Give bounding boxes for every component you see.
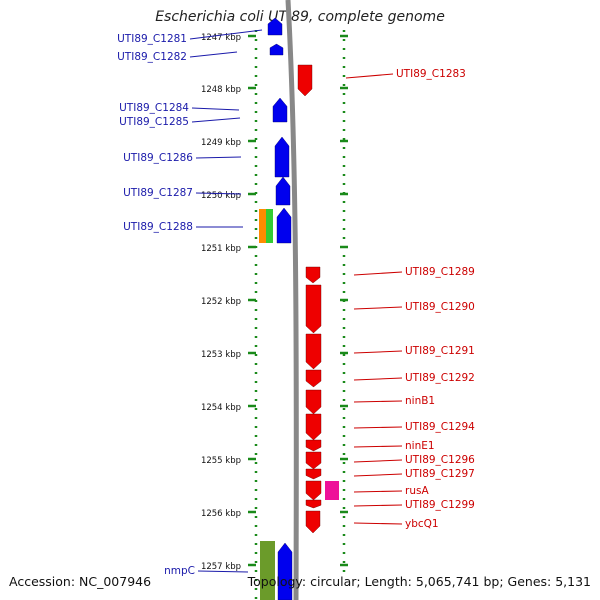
gene-nmpC[interactable]	[277, 542, 293, 600]
label-leader-line	[353, 490, 403, 493]
gene-label-UTI89_C1296[interactable]: UTI89_C1296	[405, 454, 475, 466]
genome-summary-text: Topology: circular; Length: 5,065,741 bp…	[247, 574, 591, 589]
gene-UTI89_C1290[interactable]	[305, 284, 322, 334]
gene-label-UTI89_C1282[interactable]: UTI89_C1282	[117, 51, 187, 63]
tick-label: 1255 kbp	[201, 456, 241, 466]
tick-label: 1257 kbp	[201, 562, 241, 572]
gene-label-nmpC[interactable]: nmpC	[164, 565, 195, 577]
label-leader-line	[345, 73, 394, 79]
map-title: Escherichia coli UTI89, complete genome	[155, 9, 445, 25]
label-leader-line	[353, 522, 403, 525]
label-leader-line	[353, 400, 403, 403]
gene-label-UTI89_C1283[interactable]: UTI89_C1283	[396, 68, 466, 80]
tick-label: 1256 kbp	[201, 509, 241, 519]
gene-UTI89_C1292[interactable]	[305, 369, 322, 388]
gene-UTI89_C1289[interactable]	[305, 266, 321, 284]
gene-label-UTI89_C1291[interactable]: UTI89_C1291	[405, 345, 475, 357]
gene-label-UTI89_C1297[interactable]: UTI89_C1297	[405, 468, 475, 480]
label-leader-line	[353, 426, 403, 429]
gene-UTI89_C1287[interactable]	[275, 176, 291, 206]
gene-label-UTI89_C1294[interactable]: UTI89_C1294	[405, 421, 475, 433]
gene-label-UTI89_C1292[interactable]: UTI89_C1292	[405, 372, 475, 384]
label-leader-line	[195, 192, 242, 195]
gene-UTI89_C1282[interactable]	[269, 43, 284, 56]
gene-label-UTI89_C1287[interactable]: UTI89_C1287	[123, 187, 193, 199]
label-leader-line	[353, 306, 403, 310]
gene-rusA-region[interactable]	[305, 480, 322, 501]
gene-label-UTI89_C1299[interactable]: UTI89_C1299	[405, 499, 475, 511]
gene-label-ninE1[interactable]: ninE1	[405, 440, 435, 452]
label-leader-line	[189, 51, 238, 58]
gene-label-UTI89_C1289[interactable]: UTI89_C1289	[405, 266, 475, 278]
label-leader-line	[197, 570, 249, 573]
gene-UTI89_C1297[interactable]	[305, 468, 322, 480]
gene-label-UTI89_C1290[interactable]: UTI89_C1290	[405, 301, 475, 313]
feature-rusA[interactable]	[325, 481, 339, 500]
tick-label: 1249 kbp	[201, 138, 241, 148]
gene-label-UTI89_C1284[interactable]: UTI89_C1284	[119, 102, 189, 114]
label-leader-line	[353, 271, 403, 276]
gene-UTI89_C1291[interactable]	[305, 333, 322, 370]
label-leader-line	[353, 473, 403, 477]
tick-label: 1250 kbp	[201, 191, 241, 201]
gene-ninB1[interactable]	[305, 389, 322, 415]
gene-label-UTI89_C1286[interactable]: UTI89_C1286	[123, 152, 193, 164]
tick-label: 1253 kbp	[201, 350, 241, 360]
accession-text: Accession: NC_007946	[9, 574, 152, 589]
label-leader-line	[191, 117, 241, 123]
label-leader-line	[191, 107, 240, 111]
gene-label-ninB1[interactable]: ninB1	[405, 395, 435, 407]
gene-UTI89_C1294[interactable]	[305, 413, 322, 441]
tick-label: 1252 kbp	[201, 297, 241, 307]
label-leader-line	[195, 156, 242, 159]
feature-green[interactable]	[266, 209, 273, 243]
tick-label: 1254 kbp	[201, 403, 241, 413]
gene-UTI89_C1281[interactable]	[267, 17, 283, 36]
label-leader-line	[353, 350, 403, 354]
tick-label: 1251 kbp	[201, 244, 241, 254]
feature-olive[interactable]	[260, 541, 275, 600]
gene-label-UTI89_C1281[interactable]: UTI89_C1281	[117, 33, 187, 45]
label-leader-line	[189, 29, 263, 40]
gene-UTI89_C1286[interactable]	[274, 136, 290, 178]
label-leader-line	[353, 459, 403, 463]
feature-orange[interactable]	[259, 209, 267, 243]
gene-label-UTI89_C1285[interactable]: UTI89_C1285	[119, 116, 189, 128]
gene-label-ybcQ1[interactable]: ybcQ1	[405, 518, 439, 530]
label-leader-line	[353, 504, 403, 507]
label-leader-line	[353, 377, 403, 381]
gene-UTI89_C1299[interactable]	[305, 499, 322, 509]
gene-UTI89_C1284[interactable]	[272, 97, 288, 123]
backbone-curve	[285, 0, 299, 600]
tick-label: 1248 kbp	[201, 85, 241, 95]
gene-ninE1[interactable]	[305, 439, 322, 452]
gene-UTI89_C1288[interactable]	[276, 207, 292, 244]
label-leader-line	[353, 445, 403, 448]
gene-UTI89_C1296[interactable]	[305, 451, 322, 470]
gene-label-rusA[interactable]: rusA	[405, 485, 429, 497]
gene-label-UTI89_C1288[interactable]: UTI89_C1288	[123, 221, 193, 233]
gene-ybcQ1[interactable]	[305, 510, 321, 534]
tick-label: 1247 kbp	[201, 33, 241, 43]
gene-UTI89_C1283[interactable]	[297, 64, 313, 97]
